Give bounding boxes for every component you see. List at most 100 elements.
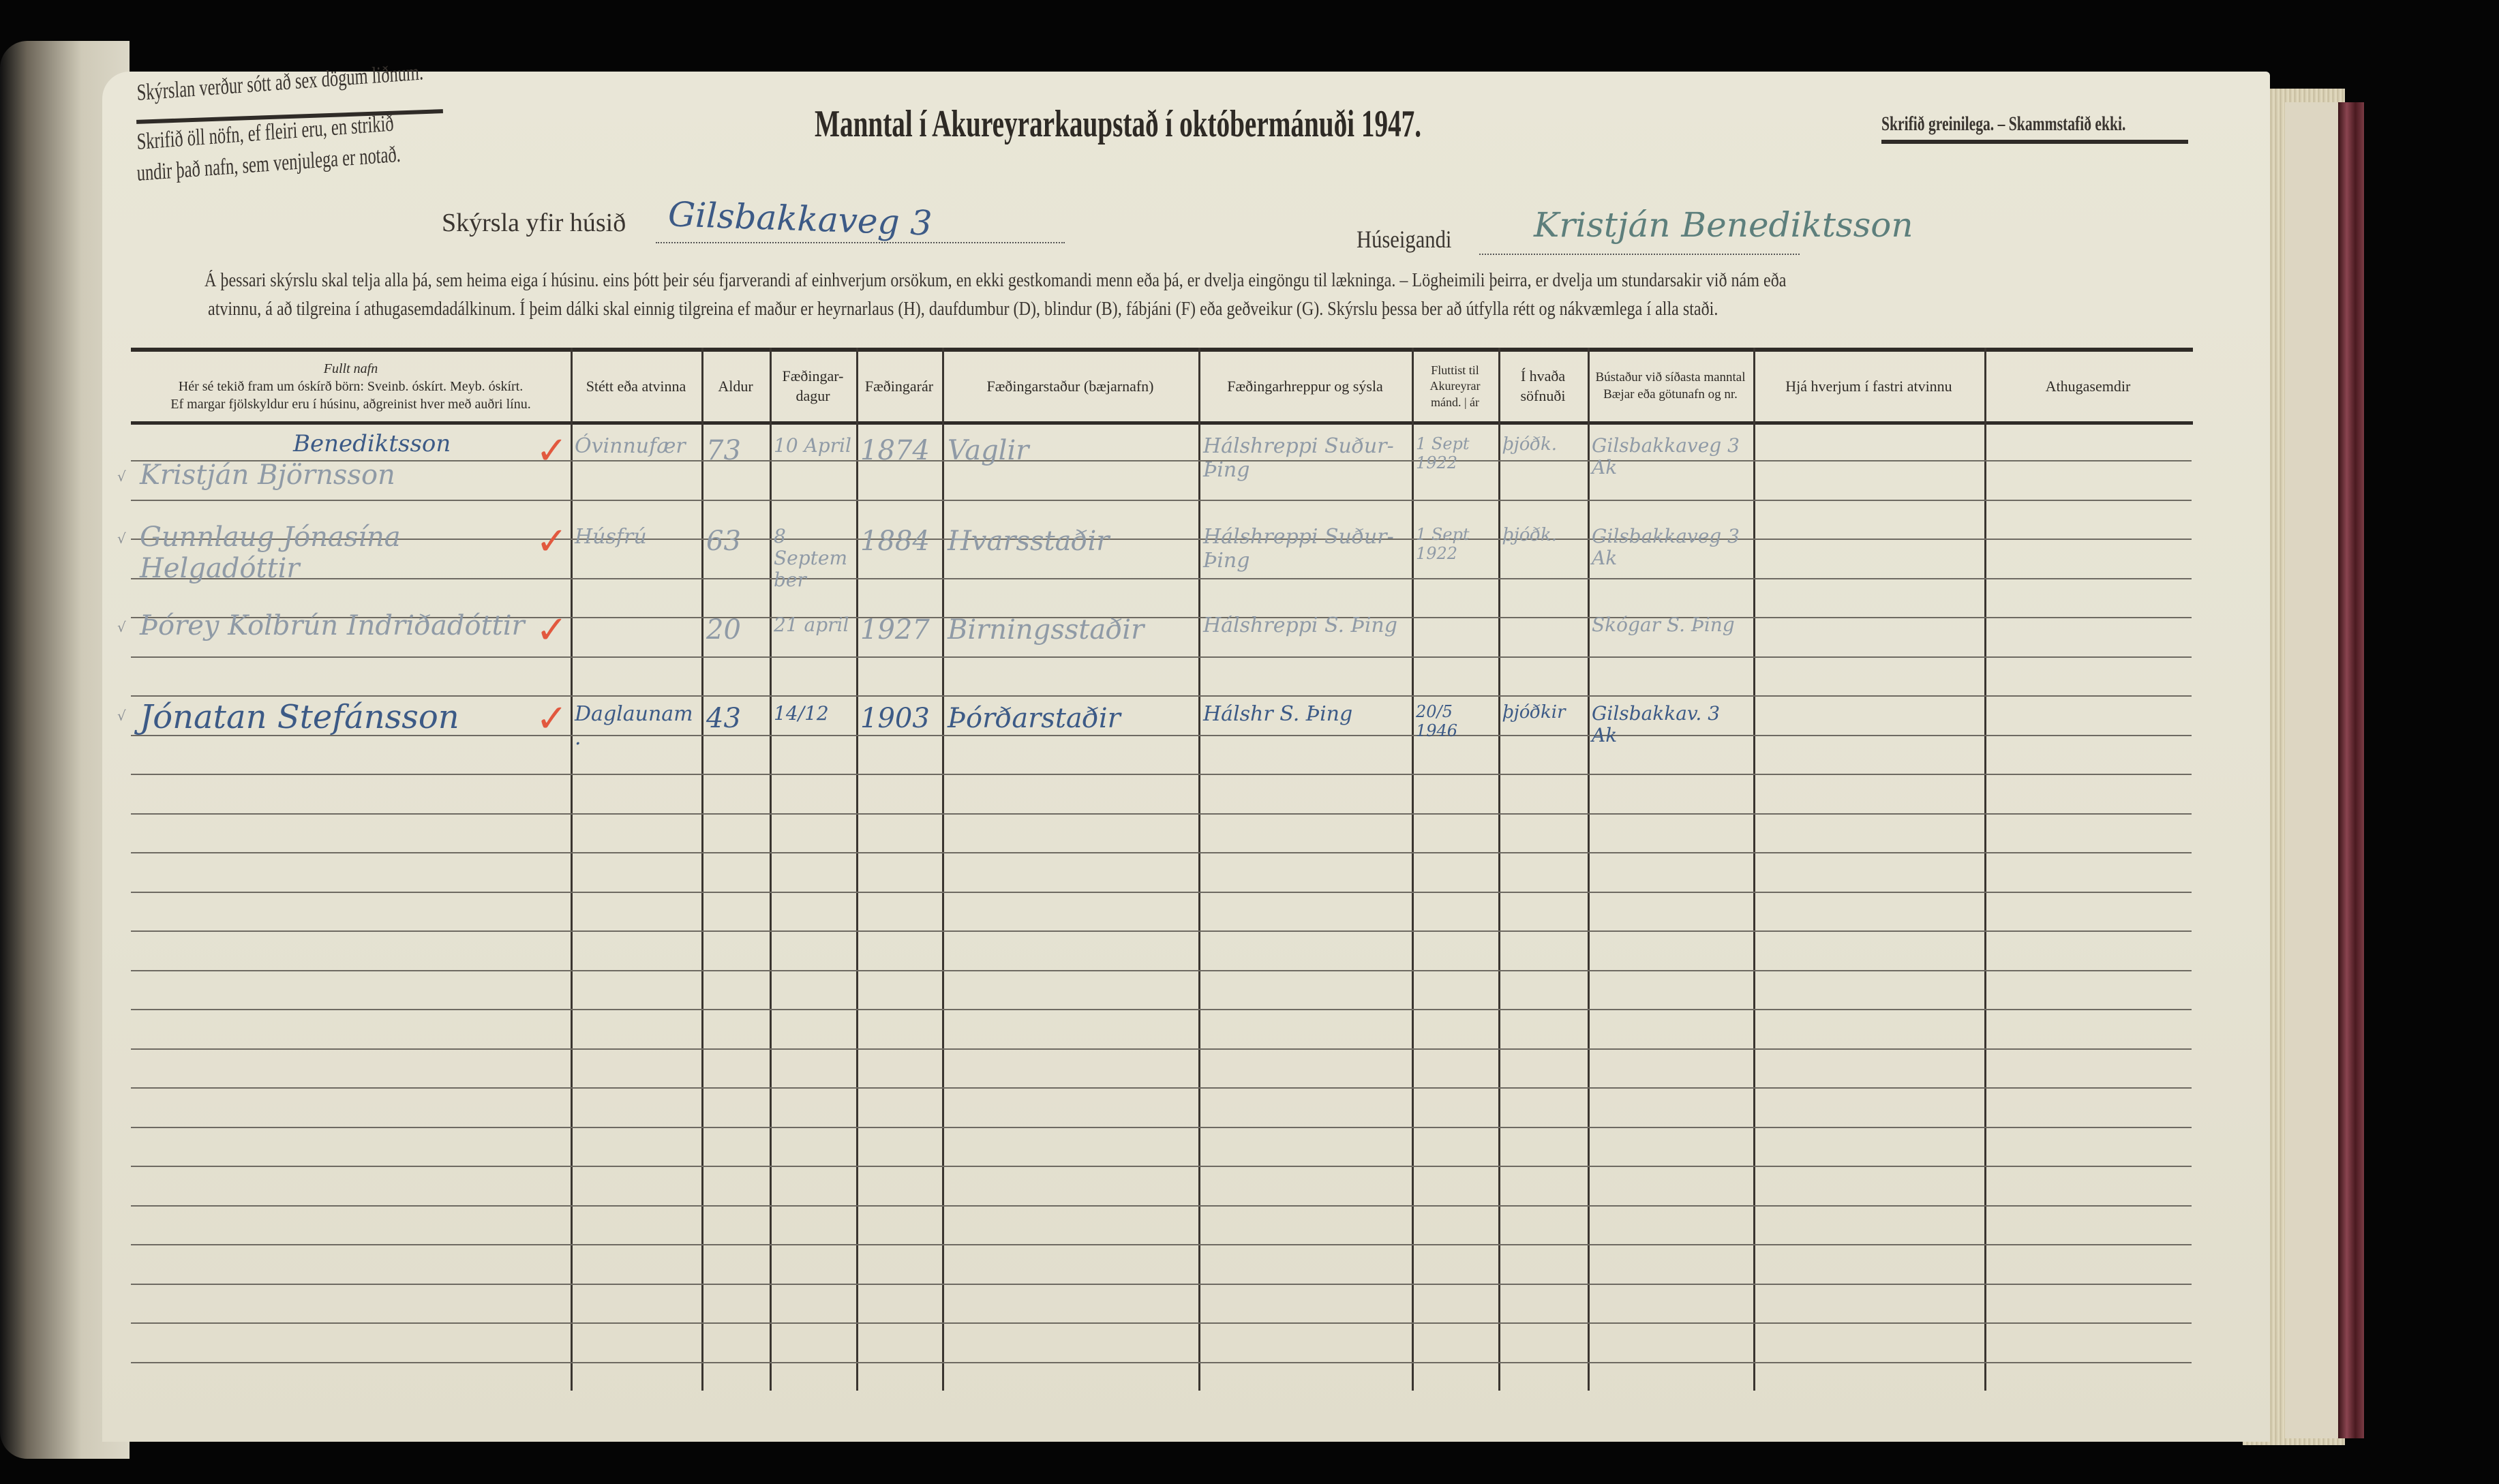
entry-name: Gunnlaug Jónasína Helgadóttir [140, 521, 401, 584]
entry-lastcensus: Gilsbakkaveg 3 Ak [1592, 434, 1740, 479]
tick-icon: √ [117, 708, 126, 724]
entry-age: 20 [706, 614, 741, 646]
row-line [131, 1127, 2192, 1128]
house-label: Skýrsla yfir húsið [442, 209, 626, 237]
entry-age: 73 [706, 435, 741, 466]
col-header-congregation: Í hvaða söfnuði [1520, 367, 1566, 404]
col-header-employer: Hjá hverjum í fastri atvinnu [1785, 377, 1952, 395]
col-header-lastcensus: Bústaður við síðasta manntal Bæjar eða g… [1590, 352, 1751, 421]
entry-birthday: 8 September [774, 525, 848, 592]
column-divider [1498, 348, 1500, 1391]
entry-occupation: Óvinnufær [575, 434, 686, 458]
row-line [131, 774, 2192, 775]
instructions-line-1: Á þessari skýrslu skal telja alla þá, se… [205, 270, 1787, 291]
row-line [131, 1087, 2192, 1089]
entry-birthparish: Hálshreppi Suður-Þing [1203, 434, 1394, 482]
lastcensus-subtitle: Bæjar eða götunafn og nr. [1603, 387, 1738, 402]
check-mark-icon: ✓ [536, 608, 568, 652]
row-line [131, 1244, 2192, 1245]
entry-birthparish: Hálshreppi Suður-Þing [1203, 525, 1394, 573]
column-divider [1588, 348, 1590, 1391]
column-divider [1753, 348, 1755, 1391]
row-line [131, 1205, 2192, 1207]
row-line [131, 460, 2192, 461]
row-line [131, 578, 2192, 579]
entry-occupation: Húsfrú [575, 525, 647, 549]
entry-birthplace: Þórðarstaðir [948, 703, 1121, 734]
row-line [131, 892, 2192, 893]
header-bottom-rule [131, 421, 2193, 425]
book-cover [2338, 102, 2364, 1438]
col-header-birthday: Fæðingar-dagur [782, 367, 844, 404]
row-line [131, 656, 2192, 658]
entry-lastcensus: Skógar S. Þing [1592, 614, 1735, 636]
row-line [131, 735, 2192, 736]
row-line [131, 1322, 2192, 1324]
row-line [131, 813, 2192, 815]
entry-lastcensus: Gilsbakkaveg 3 Ak [1592, 525, 1740, 570]
col-header-age: Aldur [718, 377, 753, 395]
tick-icon: √ [117, 468, 126, 485]
check-mark-icon: ✓ [536, 429, 568, 473]
entry-lastcensus: Gilsbakkav. 3 Ak [1592, 702, 1721, 747]
col-header-birthyear: Fæðingarár [864, 377, 934, 395]
entry-birthplace: Hvarsstaðir [948, 526, 1110, 557]
col-header-birthplace: Fæðingarstaður (bæjarnafn) [986, 377, 1154, 395]
col-header-name: Fullt nafn Hér sé tekið fram um óskírð b… [131, 352, 571, 421]
row-line [131, 1362, 2192, 1363]
check-mark-icon: ✓ [536, 697, 568, 741]
entry-occupation: Daglaunam. [575, 702, 693, 750]
entry-congregation: þjóðk. [1502, 525, 1558, 545]
moved-subtitle: mánd. | ár [1430, 395, 1480, 409]
back-page [2285, 102, 2339, 1438]
entry-birthyear: 1874 [860, 435, 930, 466]
tick-icon: √ [117, 530, 126, 547]
column-divider [1984, 348, 1986, 1391]
moved-title: Fluttist til Akureyrar [1429, 363, 1481, 393]
entry-name: Þórey Kolbrún Indriðadóttir [140, 610, 525, 641]
lastcensus-title: Bústaður við síðasta manntal [1595, 370, 1746, 385]
page-title: Manntal í Akureyrarkaupstað í októbermán… [815, 103, 1422, 145]
entry-birthyear: 1903 [860, 703, 930, 734]
column-divider [701, 348, 703, 1391]
entry-birthplace: Vaglir [948, 435, 1029, 466]
write-clearly-note: Skrifið greinilega. – Skammstafið ekki. [1881, 112, 2126, 135]
name-title: Fullt nafn [323, 361, 378, 376]
entry-name: Kristján Björnsson [140, 459, 395, 491]
entry-birthparish: Hálshr S. Þing [1203, 702, 1353, 726]
entry-name: Jónatan Stefánsson [140, 698, 459, 736]
col-header-birthparish: Fæðingarhreppur og sýsla [1227, 377, 1383, 395]
column-divider [1198, 348, 1200, 1391]
entry-birthyear: 1927 [860, 614, 930, 646]
row-line [131, 1284, 2192, 1285]
name-subtitle-1: Hér sé tekið fram um óskírð börn: Sveinb… [178, 379, 524, 394]
row-line [131, 852, 2192, 853]
col-header-occupation: Stétt eða atvinna [586, 377, 686, 395]
row-line [131, 617, 2192, 618]
entry-birthplace: Birningsstaðir [948, 614, 1145, 646]
table-top-rule [131, 348, 2193, 352]
owner-field-line [1479, 254, 1800, 255]
col-header-moved: Fluttist til Akureyrar mánd. | ár [1414, 352, 1496, 421]
column-divider [942, 348, 944, 1391]
instructions-line-2: atvinnu, á að tilgreina í athugasemdadál… [208, 299, 1718, 320]
name-subtitle-2: Ef margar fjölskyldur eru í húsinu, aðgr… [170, 397, 531, 412]
entry-birthday: 10 April [774, 434, 851, 457]
entry-birthparish: Hálshreppi S. Þing [1203, 614, 1397, 637]
row-line [131, 970, 2192, 971]
row-line [131, 695, 2192, 697]
row-line [131, 1166, 2192, 1167]
column-divider [770, 348, 772, 1391]
entry-moved: 1 Sept 1922 [1416, 525, 1470, 563]
entry-moved: 20/5 1946 [1416, 702, 1458, 740]
entry-name-correction: Benediktsson [293, 430, 451, 457]
check-mark-icon: ✓ [536, 519, 568, 564]
row-line [131, 1009, 2192, 1010]
entry-congregation: þjóðkir [1502, 702, 1566, 723]
entry-age: 63 [706, 526, 741, 557]
house-field-line [656, 242, 1065, 243]
column-divider [856, 348, 858, 1391]
row-line [131, 539, 2192, 540]
tick-icon: √ [117, 619, 126, 635]
census-page [102, 72, 2270, 1442]
